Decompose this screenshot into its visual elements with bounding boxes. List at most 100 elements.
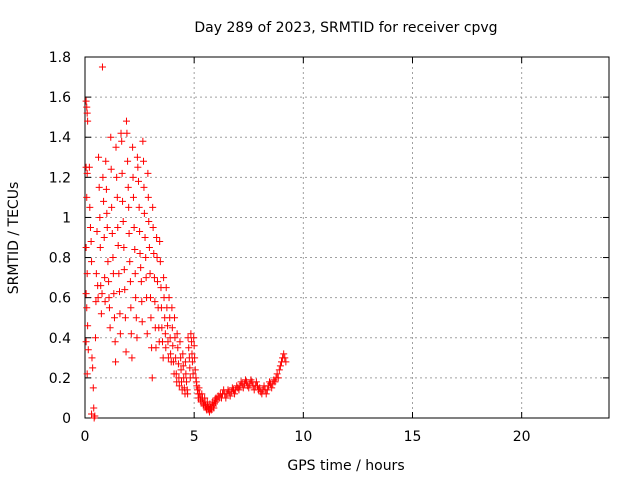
data-point [139, 137, 147, 145]
data-point [187, 330, 195, 338]
data-point [190, 342, 198, 350]
data-point [149, 223, 157, 231]
data-point [153, 278, 161, 286]
data-point [119, 217, 127, 225]
data-point [167, 350, 175, 358]
data-point [98, 290, 106, 298]
data-point [118, 169, 126, 177]
data-point [148, 374, 156, 382]
data-point [133, 153, 141, 161]
data-point [135, 203, 143, 211]
data-point [100, 234, 108, 241]
data-point [93, 227, 101, 235]
data-point [189, 370, 197, 378]
data-point [97, 282, 105, 290]
data-point [275, 366, 283, 374]
data-point [108, 203, 116, 211]
data-point [117, 129, 125, 137]
data-point [98, 63, 106, 71]
data-point [91, 334, 99, 342]
data-point [86, 203, 94, 211]
data-point [142, 274, 150, 282]
data-point [273, 370, 281, 378]
data-point [262, 390, 270, 398]
data-point [102, 157, 110, 165]
data-point [169, 358, 177, 366]
data-point [141, 234, 149, 241]
data-point [83, 169, 91, 177]
data-point [125, 203, 133, 211]
axis-ticks: 0 5 10 15 20 0 0.2 0.4 0.6 0.8 1 1.2 1.4 1.6 1.8 [49, 50, 609, 445]
data-point [143, 330, 151, 338]
data-point [226, 392, 234, 400]
data-point [89, 384, 97, 392]
data-point [83, 103, 91, 111]
data-point [140, 157, 148, 165]
x-tick-label: 15 [404, 429, 422, 445]
data-point [173, 330, 181, 338]
data-point [162, 284, 170, 292]
data-point [82, 338, 90, 346]
data-point [82, 97, 90, 105]
data-point [86, 223, 94, 231]
data-point [99, 173, 107, 181]
data-point [83, 193, 91, 201]
data-point [101, 274, 109, 282]
data-point [82, 290, 90, 298]
data-point [185, 344, 193, 352]
data-point [190, 334, 198, 342]
data-point [150, 250, 158, 258]
data-point [120, 266, 128, 274]
data-point [198, 390, 206, 398]
y-tick-label: 1.8 [49, 50, 71, 66]
data-point [126, 258, 134, 266]
data-point [158, 324, 166, 332]
y-tick-label: 1.4 [49, 130, 71, 146]
data-point [134, 177, 142, 185]
data-point [111, 338, 119, 346]
data-point [95, 183, 103, 191]
data-point [188, 350, 196, 358]
data-point [127, 330, 135, 338]
data-point [188, 358, 196, 366]
data-point [174, 344, 182, 352]
data-point [142, 254, 150, 262]
data-point [107, 165, 115, 173]
data-point [271, 378, 279, 386]
data-point [150, 274, 158, 282]
data-point [164, 354, 172, 362]
data-point [128, 354, 136, 362]
data-point [153, 234, 161, 241]
data-point [83, 109, 91, 117]
data-point [231, 390, 239, 398]
data-point [235, 386, 243, 394]
data-point [84, 322, 92, 330]
data-point [122, 117, 130, 125]
data-point [83, 370, 91, 378]
x-tick-label: 20 [513, 429, 531, 445]
data-point [90, 404, 98, 412]
data-point [85, 163, 93, 171]
data-point [119, 197, 127, 205]
data-point [104, 258, 112, 266]
data-point [110, 314, 118, 322]
data-point [116, 330, 124, 338]
data-point [100, 197, 108, 205]
x-tick-label: 5 [190, 429, 199, 445]
data-point [156, 258, 164, 266]
data-point [140, 183, 148, 191]
y-tick-label: 0 [62, 411, 71, 427]
data-point [281, 354, 289, 362]
data-point [114, 242, 122, 250]
chart-title: Day 289 of 2023, SRMTID for receiver cpv… [194, 20, 497, 36]
data-point [94, 294, 102, 302]
data-point [176, 338, 184, 346]
data-point [97, 310, 105, 318]
data-point [129, 193, 137, 201]
data-point [115, 270, 123, 278]
data-point [96, 213, 104, 221]
data-point [122, 348, 130, 356]
data-point [132, 314, 140, 322]
data-point [108, 229, 116, 237]
data-point [88, 410, 96, 418]
